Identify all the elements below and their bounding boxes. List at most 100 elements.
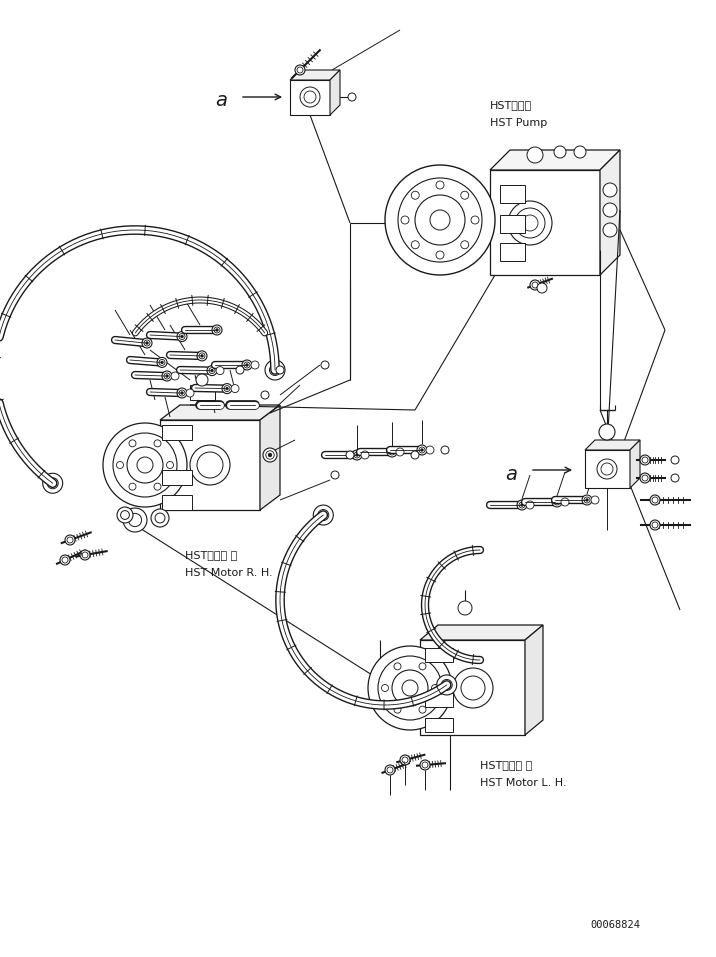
Circle shape xyxy=(368,646,452,730)
Polygon shape xyxy=(490,170,600,275)
Text: 00068824: 00068824 xyxy=(590,920,640,930)
Circle shape xyxy=(396,448,404,456)
Circle shape xyxy=(522,215,538,231)
Circle shape xyxy=(43,474,63,493)
Circle shape xyxy=(352,450,362,460)
Circle shape xyxy=(318,509,329,521)
Circle shape xyxy=(268,454,272,456)
Circle shape xyxy=(640,455,650,465)
Circle shape xyxy=(331,471,339,479)
Circle shape xyxy=(128,513,142,526)
Text: HST Pump: HST Pump xyxy=(490,118,547,128)
Circle shape xyxy=(117,461,123,469)
Circle shape xyxy=(354,452,360,458)
Circle shape xyxy=(385,765,395,775)
Circle shape xyxy=(419,447,425,453)
Circle shape xyxy=(269,365,281,375)
Circle shape xyxy=(295,65,305,75)
Circle shape xyxy=(387,447,397,457)
Circle shape xyxy=(348,93,356,101)
Text: HSTモータ 右: HSTモータ 右 xyxy=(185,550,237,560)
Text: HSTポンプ: HSTポンプ xyxy=(490,100,532,110)
Circle shape xyxy=(517,500,527,510)
Circle shape xyxy=(211,369,213,372)
Circle shape xyxy=(392,670,428,706)
Circle shape xyxy=(314,505,333,525)
Bar xyxy=(425,718,453,732)
Circle shape xyxy=(361,451,369,459)
Circle shape xyxy=(321,361,329,369)
Circle shape xyxy=(62,557,68,563)
Polygon shape xyxy=(160,420,260,510)
Circle shape xyxy=(180,335,183,338)
Circle shape xyxy=(394,706,401,713)
Circle shape xyxy=(584,497,590,503)
Circle shape xyxy=(165,375,168,377)
Text: a: a xyxy=(215,91,227,109)
Circle shape xyxy=(552,497,562,507)
Circle shape xyxy=(199,353,205,359)
Circle shape xyxy=(263,448,277,462)
Circle shape xyxy=(246,364,248,367)
Circle shape xyxy=(519,502,525,508)
Polygon shape xyxy=(630,440,640,488)
Circle shape xyxy=(603,183,617,197)
Circle shape xyxy=(526,501,534,509)
Circle shape xyxy=(461,191,469,199)
Circle shape xyxy=(162,371,172,381)
Polygon shape xyxy=(585,450,630,488)
Polygon shape xyxy=(330,70,340,115)
Circle shape xyxy=(117,507,133,523)
Circle shape xyxy=(300,87,320,107)
Circle shape xyxy=(161,361,163,364)
Circle shape xyxy=(461,676,485,700)
Circle shape xyxy=(378,656,442,720)
Circle shape xyxy=(391,451,393,454)
Circle shape xyxy=(422,762,428,768)
Polygon shape xyxy=(260,405,280,510)
Circle shape xyxy=(197,351,207,361)
Circle shape xyxy=(394,663,401,670)
Circle shape xyxy=(401,216,409,224)
Circle shape xyxy=(415,195,465,245)
Circle shape xyxy=(144,340,150,346)
Polygon shape xyxy=(525,625,543,735)
Circle shape xyxy=(103,423,187,507)
Bar xyxy=(162,470,192,485)
Circle shape xyxy=(167,461,173,469)
Circle shape xyxy=(601,463,613,475)
Polygon shape xyxy=(600,150,620,275)
Circle shape xyxy=(419,706,426,713)
Polygon shape xyxy=(290,80,330,115)
Circle shape xyxy=(599,424,615,440)
Circle shape xyxy=(47,478,58,489)
Circle shape xyxy=(179,390,185,396)
Polygon shape xyxy=(420,625,543,640)
Circle shape xyxy=(67,537,73,543)
Circle shape xyxy=(430,210,450,230)
Text: HSTモータ 左: HSTモータ 左 xyxy=(480,760,532,770)
Circle shape xyxy=(411,241,420,249)
Circle shape xyxy=(642,475,648,481)
Circle shape xyxy=(530,280,540,290)
Circle shape xyxy=(411,451,419,459)
Circle shape xyxy=(216,329,218,331)
Circle shape xyxy=(432,684,438,692)
Circle shape xyxy=(127,447,163,483)
Circle shape xyxy=(508,201,552,245)
Circle shape xyxy=(597,459,617,479)
Circle shape xyxy=(385,165,495,275)
Polygon shape xyxy=(160,405,280,420)
Circle shape xyxy=(159,360,165,366)
Circle shape xyxy=(532,282,538,288)
Circle shape xyxy=(137,457,153,473)
Circle shape xyxy=(453,668,493,708)
Circle shape xyxy=(222,384,232,393)
Circle shape xyxy=(82,552,88,558)
Circle shape xyxy=(80,550,90,560)
Circle shape xyxy=(197,452,223,478)
Bar xyxy=(500,185,525,203)
Circle shape xyxy=(265,360,285,380)
Circle shape xyxy=(671,456,679,464)
Circle shape xyxy=(640,473,650,483)
